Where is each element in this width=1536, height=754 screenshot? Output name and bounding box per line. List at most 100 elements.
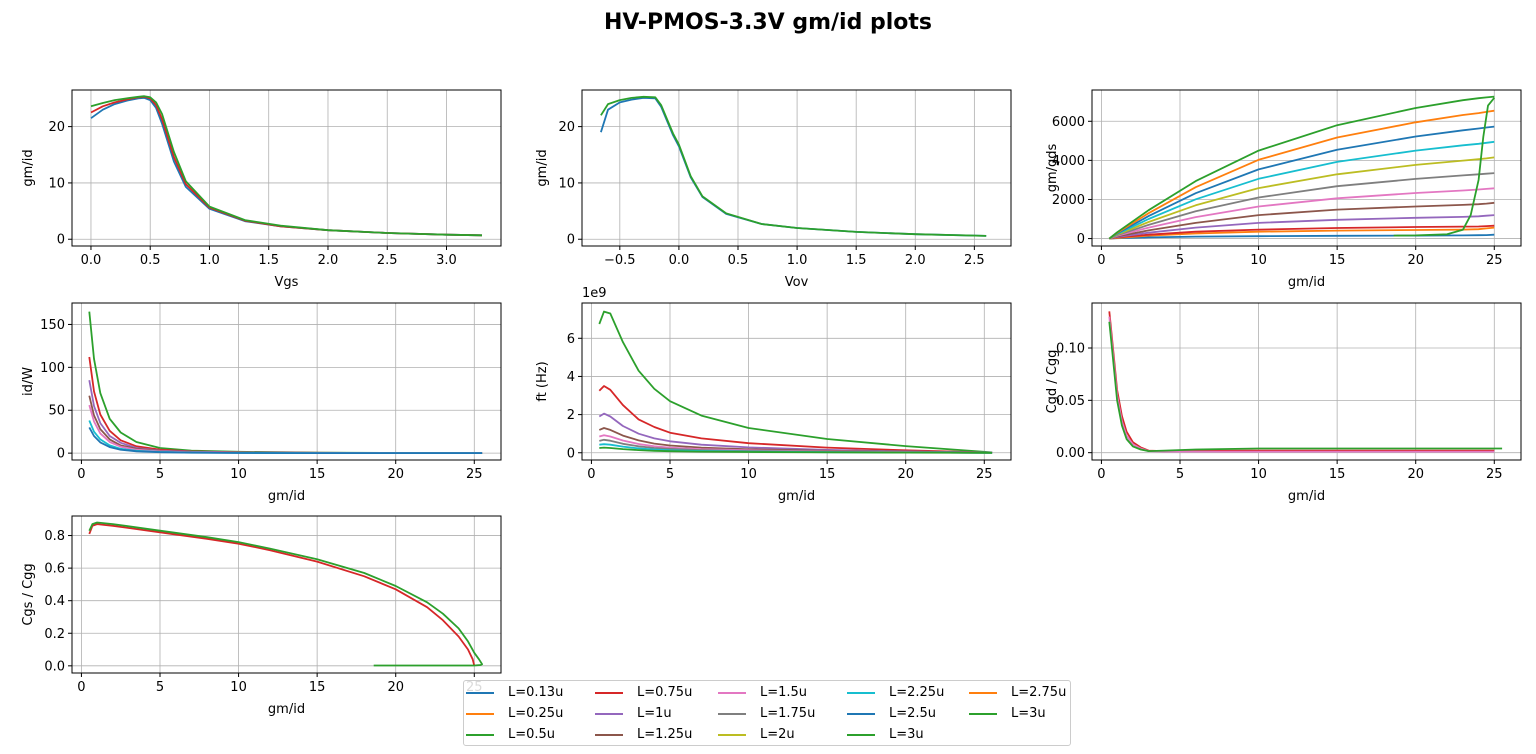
axes-frame [1091,89,1522,247]
series-line-L=3u [90,95,483,237]
x-tick-label: 2.0 [905,253,926,268]
x-tick-label: 25 [1486,253,1503,268]
x-tick-label: 0 [587,467,595,482]
x-tick-label: 2.0 [318,253,339,268]
series-line-L=1.75u [1108,172,1495,240]
series-line-L=0.75u [598,385,993,454]
axes-frame [71,515,502,674]
series-line-L=1.5u [1108,187,1495,240]
x-axis-label: Vov [785,275,809,290]
y-tick-label: 10 [558,176,575,191]
series-line-L=0.75u [90,95,483,237]
y-axis-label: id/W [21,367,36,396]
x-tick-label: 20 [1407,467,1424,482]
y-axis-label: gm/id [535,149,550,186]
subplot-6: 0 5 10 15 20 25 0.00 0.05 0.10 gm/id Cgd / Cgg [1045,302,1522,504]
y-axis-label: Cgd / Cgg [1045,350,1060,414]
y-tick-label: 6 [567,332,575,347]
y-tick-label: 150 [40,318,65,333]
legend-swatch [595,734,623,736]
x-axis-label: gm/id [1288,489,1325,504]
x-tick-label: 5 [666,467,674,482]
x-axis-label: gm/id [778,489,815,504]
x-tick-label: 20 [387,467,404,482]
y-tick-label: 2 [567,408,575,423]
y-axis-label: gm/gds [1045,143,1060,192]
series-line-L=1.5u [1108,316,1495,453]
legend-swatch [595,713,623,715]
x-tick-label: 10 [230,467,247,482]
x-tick-label: 15 [309,467,326,482]
x-tick-label: 0 [1097,467,1105,482]
x-tick-label: 15 [1329,467,1346,482]
axes-frame [71,89,502,247]
y-tick-label: 10 [48,176,65,191]
legend: L=0.13u L=0.25u L=0.5u L=0.75u L=1u L=1.25u L=… [463,680,1071,746]
x-tick-label: 0.0 [81,253,102,268]
x-tick-label: 0 [77,680,85,695]
series-line-L=2.5u [88,426,483,455]
series-line-L=1u [88,380,483,455]
y-tick-label: 0 [57,233,65,248]
x-tick-label: 15 [819,467,836,482]
y-tick-label: 20 [48,120,65,135]
x-tick-label: 10 [1250,467,1267,482]
series-line-L=3u [1108,95,1495,240]
legend-label: L=1u [637,706,672,721]
y-tick-label: 6000 [1052,115,1085,130]
series-line-L=3u [599,446,993,454]
x-axis-label: gm/id [268,489,305,504]
y-tick-label: 0 [567,446,575,461]
x-tick-label: 0.5 [728,253,749,268]
legend-swatch [847,692,875,694]
legend-label: L=2.75u [1011,685,1067,700]
series-line-L=0.75u [88,523,476,667]
x-tick-label: 25 [466,467,483,482]
figure-title: HV-PMOS-3.3V gm/id plots [604,10,932,35]
legend-label: L=2.5u [889,706,937,721]
series-group [1108,95,1496,240]
x-tick-label: 0 [1097,253,1105,268]
x-axis-label: gm/id [268,702,305,717]
x-axis-label: Vgs [275,275,299,290]
legend-swatch [466,713,494,715]
x-tick-label: 1.5 [258,253,279,268]
x-tick-label: 5 [1176,467,1184,482]
series-line-L=2.5u [1108,125,1495,240]
legend-swatch [847,713,875,715]
y-offset-text: 1e9 [582,286,607,301]
legend-swatch [466,692,494,694]
x-tick-label: 3.0 [436,253,457,268]
series-line-L=1.25u [1109,201,1495,240]
series-line-L=3u [88,311,483,455]
x-tick-label: 2.5 [377,253,398,268]
y-axis-label: Cgs / Cgg [21,563,36,625]
x-tick-label: −0.5 [604,253,636,268]
x-tick-label: 0.5 [140,253,161,268]
y-tick-label: 100 [40,361,65,376]
x-tick-label: 20 [387,680,404,695]
x-tick-label: 10 [1250,253,1267,268]
legend-label: L=3u [1011,706,1046,721]
series-line-L=3u [88,521,484,667]
legend-label: L=2.25u [889,685,945,700]
x-tick-label: 25 [976,467,993,482]
legend-label: L=0.13u [508,685,564,700]
legend-label: L=1.75u [760,706,816,721]
y-tick-label: 0.6 [44,562,65,577]
series-line-L=3u [600,95,987,237]
legend-swatch [595,692,623,694]
x-axis-label: gm/id [1288,275,1325,290]
y-tick-label: 0.10 [1056,342,1085,357]
y-axis-label: ft (Hz) [535,361,550,401]
x-tick-label: 10 [230,680,247,695]
x-tick-label: 20 [1407,253,1424,268]
series-line-L=0.75u [88,356,483,455]
legend-label: L=2u [760,727,795,742]
x-tick-label: 1.0 [787,253,808,268]
axes-frame [1091,302,1522,461]
y-tick-label: 2000 [1052,193,1085,208]
x-tick-label: 2.5 [964,253,985,268]
y-tick-label: 0.05 [1056,394,1085,409]
x-tick-label: 10 [740,467,757,482]
